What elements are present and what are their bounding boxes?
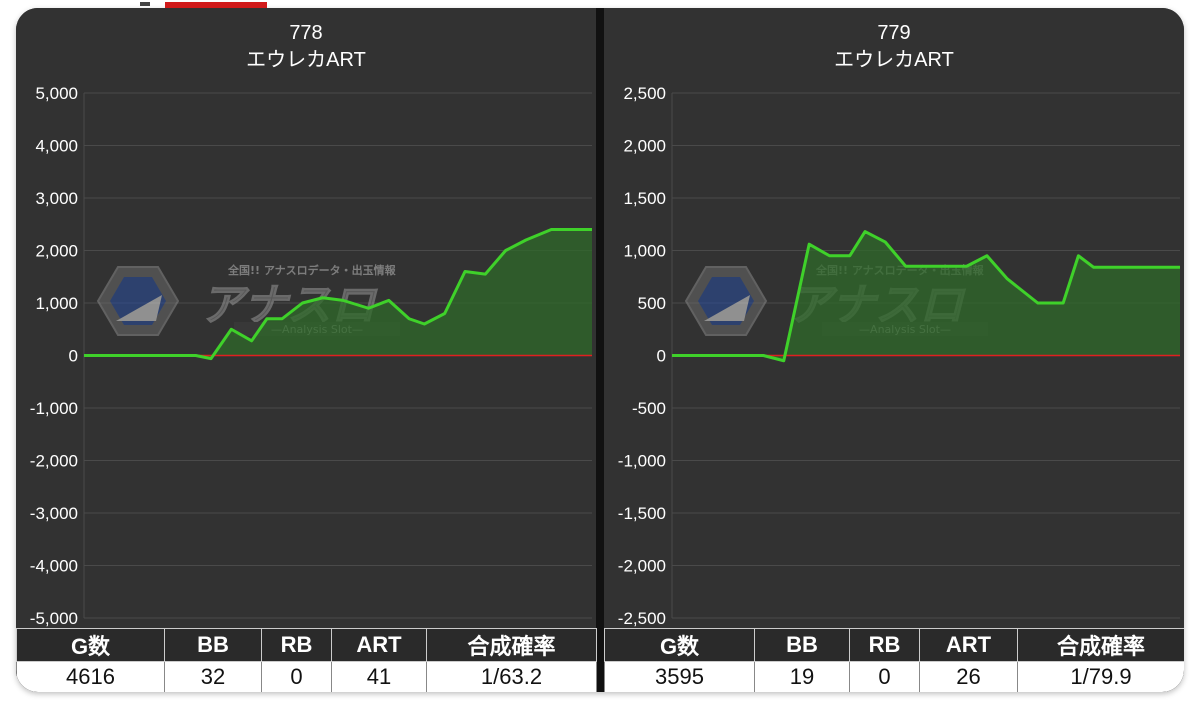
- stats-table-778: G数 BB RB ART 合成確率 4616 32 0 41 1/63.2: [16, 628, 597, 692]
- series-line: [672, 230, 1180, 363]
- value-rb: 0: [849, 661, 920, 692]
- header-bb: BB: [164, 628, 262, 662]
- slump-graph-778: 5,000 4,000 3,000 2,000 1,000 0 -1,000 -2,000 -3…: [30, 84, 593, 628]
- y-tick-label: -1,500: [618, 504, 666, 523]
- area-fill: [672, 231, 1180, 361]
- header-bb: BB: [754, 628, 850, 662]
- y-tick-label: 2,000: [35, 242, 78, 261]
- value-art: 41: [331, 661, 427, 692]
- header-art: ART: [331, 628, 427, 662]
- header-art: ART: [919, 628, 1018, 662]
- y-tick-label: 0: [69, 347, 78, 366]
- header-combined-probability: 合成確率: [426, 628, 597, 662]
- y-tick-label: -3,000: [30, 504, 78, 523]
- header-rb: RB: [261, 628, 332, 662]
- watermark-tagline: 全国!! アナスロデータ・出玉情報: [227, 263, 397, 277]
- machine-name: エウレカART: [246, 49, 366, 71]
- stats-table-779: G数 BB RB ART 合成確率 3595 19 0 26 1/79.9: [604, 628, 1184, 692]
- series-line: [84, 228, 592, 361]
- machine-number: 778: [289, 22, 323, 44]
- area-fill: [84, 229, 592, 359]
- machine-number: 779: [877, 22, 911, 44]
- y-tick-label: -2,000: [618, 557, 666, 576]
- slump-graph-779: 2,500 2,000 1,500 1,000 500 0 -500 -1,000 -1,500…: [618, 84, 1181, 628]
- header-games: G数: [604, 628, 755, 662]
- y-tick-label: -4,000: [30, 557, 78, 576]
- header-games: G数: [16, 628, 165, 662]
- value-bb: 19: [754, 661, 850, 692]
- machine-panel-778: 778 エウレカART 5,000 4,000 3,000 2,000 1,000 0 -1…: [16, 8, 597, 692]
- y-tick-label: -500: [632, 399, 666, 418]
- y-tick-label: 0: [657, 347, 666, 366]
- value-rb: 0: [261, 661, 332, 692]
- header-combined-probability: 合成確率: [1017, 628, 1184, 662]
- machine-name: エウレカART: [834, 49, 954, 71]
- app-frame: 778 エウレカART 5,000 4,000 3,000 2,000 1,000 0 -1…: [16, 8, 1184, 692]
- header-rb: RB: [849, 628, 920, 662]
- machine-panel-779: 779 エウレカART 2,500 2,000 1,500 1,000 500 0 -500…: [604, 8, 1184, 692]
- y-tick-label: -2,000: [30, 452, 78, 471]
- y-tick-label: 5,000: [35, 84, 78, 103]
- value-combined-probability: 1/79.9: [1017, 661, 1184, 692]
- value-games: 4616: [16, 661, 165, 692]
- value-games: 3595: [604, 661, 755, 692]
- y-tick-label: -5,000: [30, 609, 78, 628]
- value-art: 26: [919, 661, 1018, 692]
- top-tab-marker: [140, 2, 150, 6]
- y-tick-label: 4,000: [35, 137, 78, 156]
- wedge-icon: [116, 295, 162, 321]
- y-tick-label: 1,000: [35, 294, 78, 313]
- y-tick-label: -2,500: [618, 609, 666, 628]
- y-tick-label: -1,000: [618, 452, 666, 471]
- y-tick-label: 1,000: [623, 242, 666, 261]
- wedge-icon: [704, 295, 750, 321]
- y-tick-label: -1,000: [30, 399, 78, 418]
- value-bb: 32: [164, 661, 262, 692]
- y-tick-label: 3,000: [35, 189, 78, 208]
- y-tick-label: 2,500: [623, 84, 666, 103]
- y-tick-label: 500: [638, 294, 666, 313]
- y-tick-label: 2,000: [623, 137, 666, 156]
- y-tick-label: 1,500: [623, 189, 666, 208]
- active-tab-indicator: [165, 2, 267, 8]
- value-combined-probability: 1/63.2: [426, 661, 597, 692]
